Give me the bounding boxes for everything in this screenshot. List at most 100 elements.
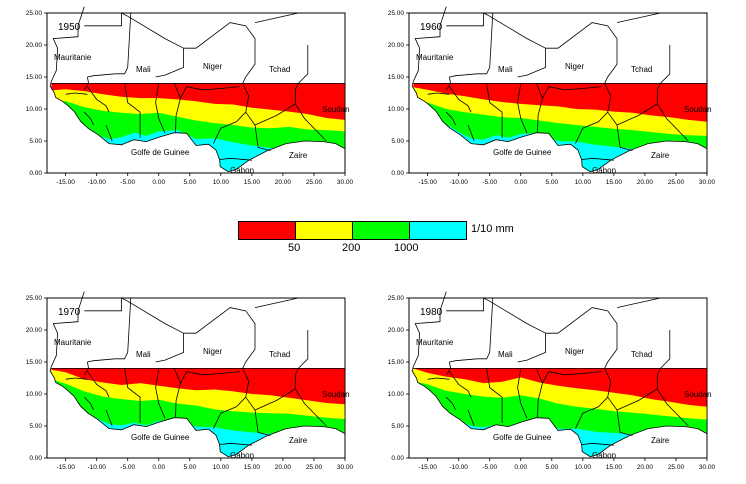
label-soudan: Soudan bbox=[684, 390, 712, 399]
y-tick-label: 15.00 bbox=[26, 74, 43, 81]
map-svg: -15.00 -10.00 -5.00 0.00 5.00 10.00 15.00 20.00… bbox=[388, 291, 716, 471]
x-tick-label: -5.00 bbox=[482, 464, 497, 471]
y-tick-label: 20.00 bbox=[26, 327, 43, 334]
y-tick-label: 5.00 bbox=[29, 423, 42, 430]
x-tick-label: 30.00 bbox=[337, 179, 354, 186]
y-tick-label: 10.00 bbox=[388, 106, 405, 113]
label-mali: Mali bbox=[498, 350, 513, 359]
x-tick-label: 5.00 bbox=[183, 179, 196, 186]
y-tick-label: 5.00 bbox=[391, 138, 404, 145]
border-14 bbox=[245, 396, 271, 436]
border-4 bbox=[616, 297, 661, 308]
label-tchad: Tchad bbox=[631, 350, 652, 359]
label-golfe: Golfe de Guinee bbox=[493, 433, 552, 442]
x-tick-label: -10.00 bbox=[87, 179, 106, 186]
border-17 bbox=[65, 92, 88, 95]
label-golfe: Golfe de Guinee bbox=[131, 433, 190, 442]
border-14 bbox=[245, 111, 271, 151]
country-borders bbox=[411, 291, 708, 458]
border-7 bbox=[83, 76, 90, 91]
map-svg: -15.00 -10.00 -5.00 0.00 5.00 10.00 15.00 20.00… bbox=[388, 6, 716, 186]
x-tick-label: 30.00 bbox=[337, 464, 354, 471]
country-borders bbox=[49, 6, 346, 173]
label-tchad: Tchad bbox=[631, 65, 652, 74]
label-zaire: Zaire bbox=[651, 436, 670, 445]
border-10 bbox=[517, 83, 528, 134]
label-mauritanie: Mauritanie bbox=[416, 338, 454, 347]
x-tick-label: 20.00 bbox=[275, 464, 292, 471]
legend-unit: 1/10 mm bbox=[471, 223, 514, 235]
x-tick-label: 25.00 bbox=[306, 464, 323, 471]
x-tick-label: 10.00 bbox=[213, 179, 230, 186]
border-20 bbox=[581, 442, 614, 446]
border-8 bbox=[87, 86, 110, 113]
border-2 bbox=[483, 12, 547, 78]
y-tick-label: 0.00 bbox=[29, 170, 42, 177]
border-18 bbox=[84, 111, 94, 126]
label-golfe: Golfe de Guinee bbox=[131, 148, 190, 157]
coastline bbox=[411, 81, 708, 173]
y-tick-label: 10.00 bbox=[388, 391, 405, 398]
x-tick-label: 10.00 bbox=[575, 464, 592, 471]
border-2 bbox=[483, 297, 547, 363]
border-13 bbox=[213, 83, 250, 144]
border-13 bbox=[575, 368, 612, 429]
y-tick-label: 0.00 bbox=[391, 455, 404, 462]
x-tick-label: 15.00 bbox=[244, 464, 261, 471]
border-14 bbox=[607, 111, 633, 151]
label-tchad: Tchad bbox=[269, 350, 290, 359]
x-tick-label: -5.00 bbox=[120, 179, 135, 186]
x-tick-label: 20.00 bbox=[275, 179, 292, 186]
label-zaire: Zaire bbox=[289, 436, 308, 445]
y-tick-label: 25.00 bbox=[388, 10, 405, 17]
x-tick-label: 0.00 bbox=[152, 464, 165, 471]
border-12 bbox=[180, 371, 240, 384]
label-gabon: Gabon bbox=[230, 451, 254, 460]
border-18 bbox=[84, 396, 94, 411]
label-niger: Niger bbox=[203, 347, 222, 356]
label-gabon: Gabon bbox=[230, 166, 254, 175]
label-mauritanie: Mauritanie bbox=[416, 53, 454, 62]
x-tick-label: -15.00 bbox=[418, 464, 437, 471]
label-mali: Mali bbox=[498, 65, 513, 74]
border-11 bbox=[173, 368, 181, 418]
label-mali: Mali bbox=[136, 65, 151, 74]
border-1 bbox=[446, 298, 484, 312]
x-tick-label: -15.00 bbox=[418, 179, 437, 186]
label-niger: Niger bbox=[203, 62, 222, 71]
border-19 bbox=[467, 409, 475, 427]
border-5 bbox=[294, 330, 309, 375]
x-tick-label: -5.00 bbox=[482, 179, 497, 186]
border-18 bbox=[446, 396, 456, 411]
x-tick-label: 30.00 bbox=[699, 464, 716, 471]
border-6 bbox=[449, 12, 494, 78]
border-11 bbox=[173, 83, 181, 133]
border-0 bbox=[412, 6, 447, 82]
border-7 bbox=[445, 361, 452, 376]
coastline bbox=[49, 81, 346, 173]
border-0 bbox=[50, 6, 85, 82]
map-panel-1960: -15.00 -10.00 -5.00 0.00 5.00 10.00 15.00 20.00… bbox=[362, 0, 722, 205]
label-golfe: Golfe de Guinee bbox=[493, 148, 552, 157]
x-tick-label: 25.00 bbox=[668, 464, 685, 471]
map-svg: -15.00 -10.00 -5.00 0.00 5.00 10.00 15.00 20.00… bbox=[26, 6, 354, 186]
border-8 bbox=[87, 371, 110, 398]
y-tick-label: 5.00 bbox=[29, 138, 42, 145]
x-tick-label: -15.00 bbox=[56, 464, 75, 471]
border-12 bbox=[180, 86, 240, 99]
label-niger: Niger bbox=[565, 62, 584, 71]
label-gabon: Gabon bbox=[592, 451, 616, 460]
legend-swatch-green bbox=[352, 221, 411, 240]
y-tick-label: 20.00 bbox=[26, 42, 43, 49]
y-tick-label: 5.00 bbox=[391, 423, 404, 430]
label-niger: Niger bbox=[565, 347, 584, 356]
border-8 bbox=[449, 371, 472, 398]
x-tick-label: -15.00 bbox=[56, 179, 75, 186]
x-tick-label: 15.00 bbox=[606, 464, 623, 471]
label-soudan: Soudan bbox=[322, 390, 350, 399]
x-tick-label: 0.00 bbox=[152, 179, 165, 186]
border-9 bbox=[486, 368, 503, 423]
border-17 bbox=[65, 377, 88, 380]
legend-swatch-cyan bbox=[409, 221, 467, 240]
